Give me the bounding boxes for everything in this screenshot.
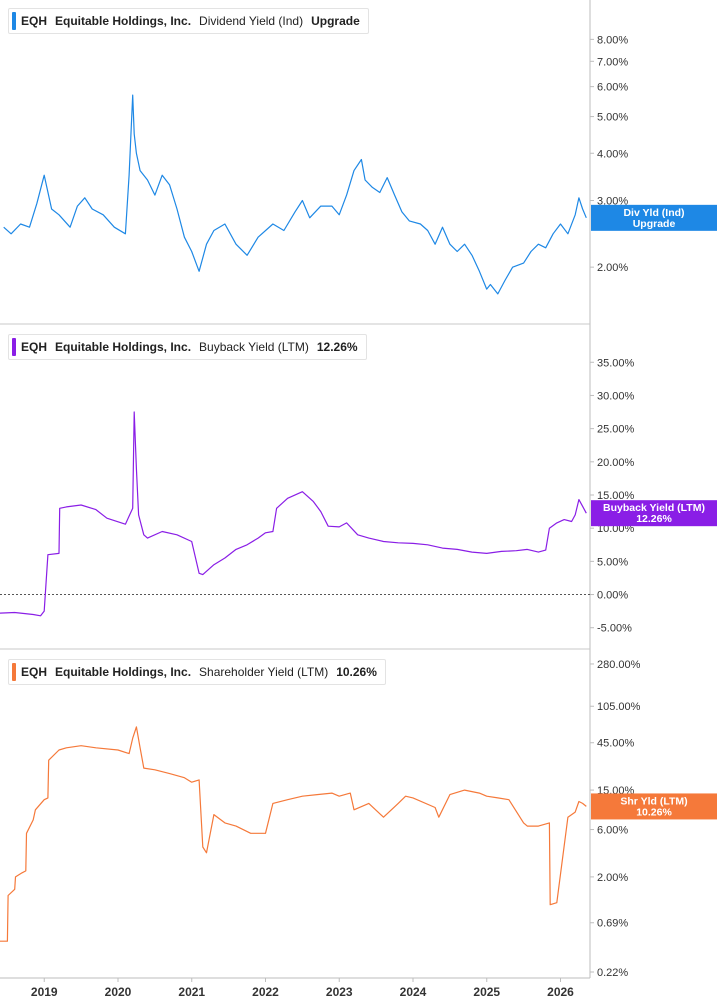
value-flag xyxy=(591,204,717,231)
y-tick-label: 3.00% xyxy=(597,196,628,208)
value-flag-label: Shr Yld (LTM) xyxy=(620,795,687,807)
y-tick-label: 2.00% xyxy=(597,262,628,274)
legend-value: 10.26% xyxy=(336,665,377,679)
y-tick-label: 20.00% xyxy=(597,457,635,469)
legend-color-swatch xyxy=(12,12,16,30)
legend-value: 12.26% xyxy=(316,340,358,354)
y-tick-label: 2.00% xyxy=(597,872,628,884)
legend-company: Equitable Holdings, Inc. xyxy=(55,340,192,354)
y-tick-label: 5.00% xyxy=(597,112,628,124)
y-tick-label: 280.00% xyxy=(597,659,641,671)
legend-company: Equitable Holdings, Inc. xyxy=(55,665,192,679)
x-tick-label: 2025 xyxy=(473,985,500,999)
y-tick-label: 4.00% xyxy=(597,148,628,160)
legend-metric: Dividend Yield (Ind) xyxy=(199,14,304,28)
y-tick-label: 45.00% xyxy=(597,738,635,750)
y-tick-label: -5.00% xyxy=(597,623,632,635)
y-tick-label: 6.00% xyxy=(597,82,628,94)
x-tick-label: 2023 xyxy=(326,985,353,999)
value-flag-value: 12.26% xyxy=(636,513,672,525)
value-flag xyxy=(591,793,717,820)
legend-color-swatch xyxy=(12,338,16,356)
series-line-dividend-yield-ind- xyxy=(3,94,587,295)
x-tick-label: 2021 xyxy=(178,985,205,999)
y-tick-label: 0.00% xyxy=(597,590,628,602)
value-flag-value: 10.26% xyxy=(636,806,672,818)
y-tick-label: 35.00% xyxy=(597,357,635,369)
legend-color-swatch xyxy=(12,663,16,681)
legend-shareholder-yield[interactable]: EQH Equitable Holdings, Inc. Shareholder… xyxy=(8,659,386,685)
x-tick-label: 2022 xyxy=(252,985,279,999)
series-line-shareholder-yield-ltm- xyxy=(0,726,587,942)
value-flag xyxy=(591,500,717,527)
y-tick-label: 6.00% xyxy=(597,825,628,837)
x-tick-label: 2024 xyxy=(400,985,427,999)
legend-company: Equitable Holdings, Inc. xyxy=(55,14,192,28)
y-tick-label: 0.22% xyxy=(597,967,628,979)
value-flag-label: Div Yld (Ind) xyxy=(623,207,684,219)
y-tick-label: 0.69% xyxy=(597,918,628,930)
y-tick-label: 7.00% xyxy=(597,56,628,68)
legend-metric: Shareholder Yield (LTM) xyxy=(199,665,329,679)
y-tick-label: 30.00% xyxy=(597,390,635,402)
y-tick-label: 15.00% xyxy=(597,490,635,502)
legend-ticker: EQH xyxy=(21,665,48,679)
legend-ticker: EQH xyxy=(21,14,48,28)
value-flag-label: Buyback Yield (LTM) xyxy=(603,502,705,514)
y-tick-label: 25.00% xyxy=(597,424,635,436)
legend-metric: Buyback Yield (LTM) xyxy=(199,340,309,354)
y-tick-label: 5.00% xyxy=(597,556,628,568)
legend-ticker: EQH xyxy=(21,340,48,354)
series-line-buyback-yield-ltm- xyxy=(0,411,587,617)
y-tick-label: 105.00% xyxy=(597,701,641,713)
value-flag-value: Upgrade xyxy=(633,218,676,230)
legend-buyback-yield[interactable]: EQH Equitable Holdings, Inc. Buyback Yie… xyxy=(8,334,367,360)
legend-dividend-yield[interactable]: EQH Equitable Holdings, Inc. Dividend Yi… xyxy=(8,8,369,34)
y-tick-label: 8.00% xyxy=(597,34,628,46)
x-tick-label: 2020 xyxy=(105,985,132,999)
legend-value: Upgrade xyxy=(311,14,360,28)
x-tick-label: 2026 xyxy=(547,985,574,999)
x-tick-label: 2019 xyxy=(31,985,58,999)
